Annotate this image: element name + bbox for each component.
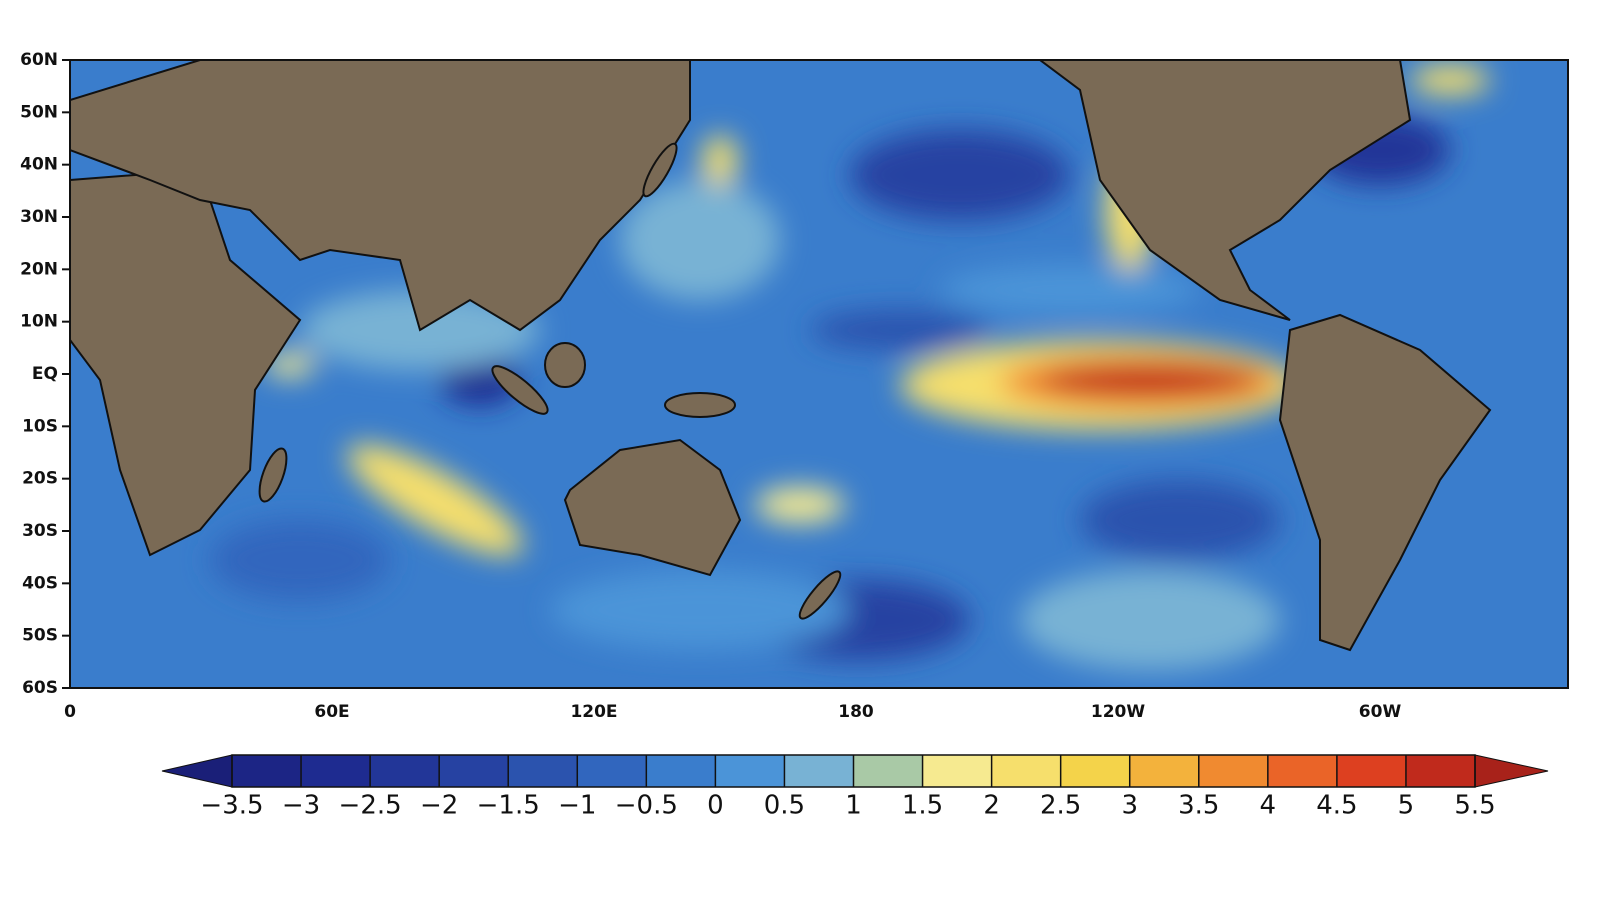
colorbar-box: [1198, 755, 1268, 787]
lat-label: 40N: [20, 155, 58, 175]
colorbar-box: [715, 755, 785, 787]
colorbar-box: [853, 755, 923, 787]
lat-label: 20N: [20, 259, 58, 279]
lat-label: 20S: [22, 469, 58, 489]
colorbar-box: [1060, 755, 1130, 787]
lat-label: 50N: [20, 102, 58, 122]
colorbar-box: [232, 755, 302, 787]
colorbar-box: [1267, 755, 1337, 787]
colorbar-box: [301, 755, 371, 787]
south-america: [1278, 313, 1492, 652]
lat-label: 60S: [22, 678, 58, 698]
colorbar-box: [508, 755, 578, 787]
colorbar-label: −3.5: [200, 791, 263, 821]
colorbar-label: −3: [282, 791, 320, 821]
sumatra: [491, 365, 549, 415]
colorbar-box: [1405, 755, 1475, 787]
lon-label: 60W: [1359, 702, 1402, 722]
lon-label: 120E: [570, 702, 617, 722]
colorbar-label: 0.5: [764, 791, 805, 821]
australia: [563, 438, 742, 577]
africa: [70, 168, 302, 557]
lat-label: 60N: [20, 50, 58, 70]
colorbar-label: 3: [1121, 791, 1138, 821]
lat-label: 50S: [22, 626, 58, 646]
colorbar-label: 2.5: [1040, 791, 1081, 821]
north-america: [1038, 60, 1412, 321]
lon-label: 180: [838, 702, 874, 722]
colorbar-box: [991, 755, 1061, 787]
map-field: [70, 60, 1568, 688]
lat-label: 10S: [22, 416, 58, 436]
colorbar-box: [1336, 755, 1406, 787]
colorbar-label: 4.5: [1316, 791, 1357, 821]
lon-label: 0: [64, 702, 76, 722]
colorbar-label: −2.5: [339, 791, 402, 821]
eurasia: [70, 60, 691, 332]
borneo: [544, 342, 586, 388]
colorbar-box: [439, 755, 509, 787]
lat-label: 40S: [22, 573, 58, 593]
colorbar-extend-high: [1474, 754, 1549, 788]
colorbar-label: 2: [983, 791, 1000, 821]
colorbar-label: −1: [558, 791, 596, 821]
colorbar-label: 1.5: [902, 791, 943, 821]
colorbar: −3.5 −3 −2.5 −2 −1.5 −1 −0.5 0 0.5 1 1.5 2 2.5 3 3.5 4 4…: [161, 754, 1549, 821]
lat-label: 30N: [20, 207, 58, 227]
lon-label: 120W: [1091, 702, 1145, 722]
land: [70, 60, 1492, 652]
lat-axis: 60N 50N 40N 30N 20N 10N EQ 10S 20S 30S 40S 50S 60S: [20, 50, 70, 698]
colorbar-label: −1.5: [477, 791, 540, 821]
new-zealand: [798, 570, 842, 620]
lon-label: 60E: [314, 702, 349, 722]
colorbar-label: −2: [420, 791, 458, 821]
colorbar-box: [646, 755, 716, 787]
colorbar-label: 1: [845, 791, 862, 821]
indian-ocean-warm: [347, 444, 523, 556]
colorbar-label: 0: [707, 791, 724, 821]
japan: [642, 142, 678, 198]
colorbar-label: −0.5: [615, 791, 678, 821]
colorbar-label: 5.5: [1454, 791, 1495, 821]
colorbar-box: [577, 755, 647, 787]
madagascar: [258, 447, 288, 503]
lat-label: EQ: [32, 364, 58, 384]
colorbar-box: [370, 755, 440, 787]
colorbar-frame: [231, 754, 1476, 788]
lon-axis: 0 60E 120E 180 120W 60W: [64, 702, 1401, 722]
colorbar-label: 5: [1398, 791, 1415, 821]
colorbar-label: 4: [1260, 791, 1277, 821]
colorbar-box: [1129, 755, 1199, 787]
colorbar-extend-low: [161, 754, 233, 788]
new-guinea: [664, 392, 736, 418]
colorbar-label: 3.5: [1178, 791, 1219, 821]
lat-label: 30S: [22, 521, 58, 541]
colorbar-box: [784, 755, 854, 787]
colorbar-box: [922, 755, 992, 787]
lat-label: 10N: [20, 312, 58, 332]
